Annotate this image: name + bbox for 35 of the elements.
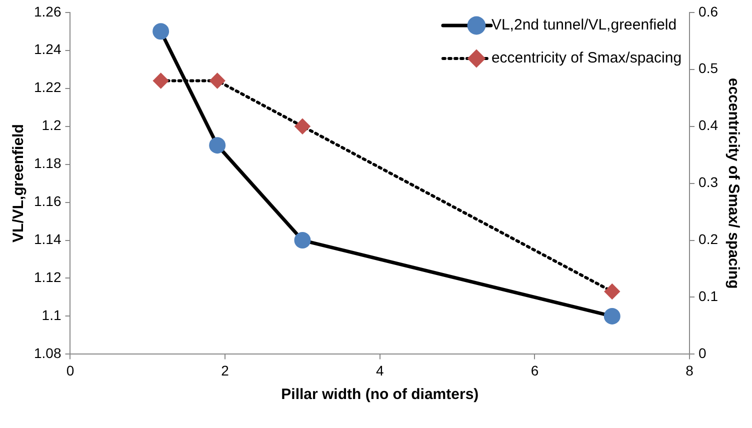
y-tick-label: 1.26 xyxy=(34,3,62,20)
y2-axis-title: eccentricity of Smax/ spacing xyxy=(724,78,742,289)
point xyxy=(604,308,620,324)
point xyxy=(294,232,311,249)
y2-tick-label: 0.1 xyxy=(698,288,718,304)
y-tick-label: 1.18 xyxy=(34,155,62,172)
y2-tick-label: 0 xyxy=(698,345,707,362)
point xyxy=(210,73,225,88)
point xyxy=(152,23,170,40)
y-tick-label: 1.14 xyxy=(34,231,62,248)
y-tick-label: 1.1 xyxy=(42,307,62,324)
legend-label: eccentricity of Smax/spacing xyxy=(491,50,682,67)
y-tick-label: 1.2 xyxy=(42,117,62,134)
y2-tick-label: 0.3 xyxy=(698,174,718,190)
y2-tick-label: 0.6 xyxy=(698,3,718,20)
x-tick-label: 6 xyxy=(530,362,539,378)
point xyxy=(604,284,620,300)
point xyxy=(153,73,168,88)
y2-tick-label: 0.5 xyxy=(698,60,718,76)
legend-label: VL,2nd tunnel/VL,greenfield xyxy=(491,16,677,34)
x-tick-label: 8 xyxy=(686,362,694,378)
x-tick-label: 4 xyxy=(376,362,384,378)
y-tick-label: 1.24 xyxy=(34,41,62,58)
y2-tick-label: 0.4 xyxy=(698,117,718,134)
y-tick-label: 1.08 xyxy=(34,345,62,362)
point xyxy=(209,137,226,154)
x-axis-title: Pillar width (no of diamters) xyxy=(281,386,479,404)
x-tick-label: 0 xyxy=(66,362,74,378)
point xyxy=(294,118,310,134)
y-tick-label: 1.16 xyxy=(34,193,62,210)
y-axis-title: VL/VL,greenfield xyxy=(10,124,28,242)
y-tick-label: 1.22 xyxy=(34,79,62,96)
x-tick-label: 2 xyxy=(221,362,230,378)
y-tick-label: 1.12 xyxy=(34,269,62,286)
y2-tick-label: 0.2 xyxy=(698,231,718,248)
